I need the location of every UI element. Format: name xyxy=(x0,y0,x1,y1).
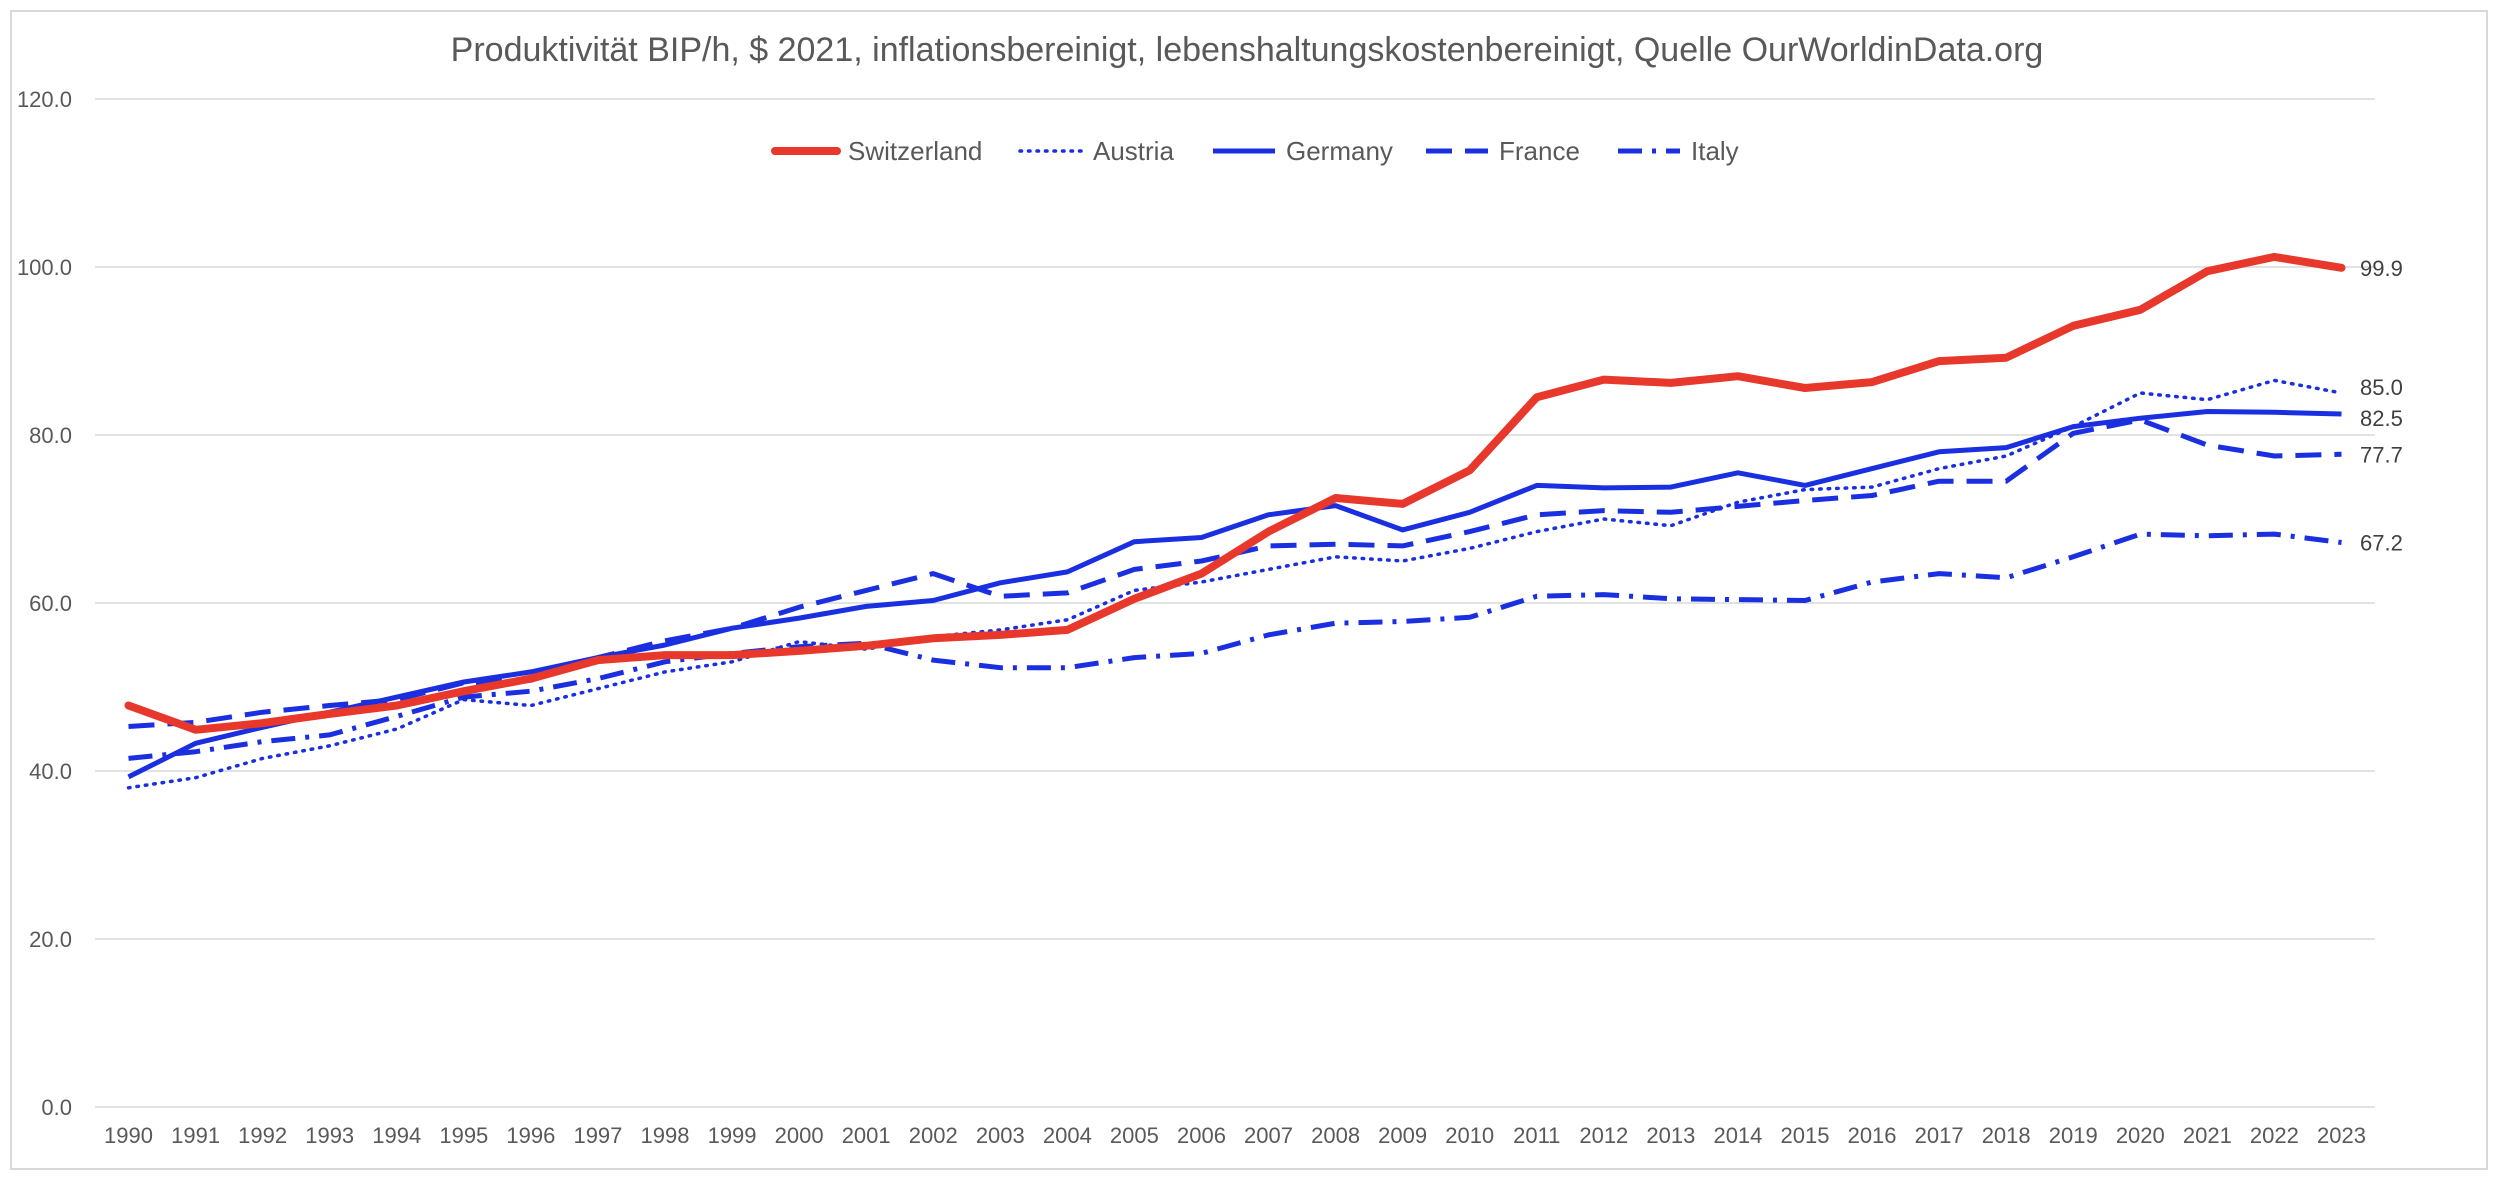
x-tick-label: 2009 xyxy=(1378,1123,1427,1148)
end-label-italy: 67.2 xyxy=(2360,531,2403,556)
x-tick-label: 2005 xyxy=(1110,1123,1159,1148)
x-tick-label: 2023 xyxy=(2317,1123,2366,1148)
x-tick-label: 1997 xyxy=(573,1123,622,1148)
series-line-switzerland xyxy=(124,252,2346,734)
x-tick-label: 1998 xyxy=(641,1123,690,1148)
x-tick-label: 1999 xyxy=(708,1123,757,1148)
x-tick-label: 2000 xyxy=(775,1123,824,1148)
x-tick-label: 1993 xyxy=(305,1123,354,1148)
gridlines xyxy=(95,98,2375,1108)
x-tick-label: 1991 xyxy=(171,1123,220,1148)
x-tick-label: 2011 xyxy=(1513,1123,1560,1148)
x-tick-label: 2020 xyxy=(2116,1123,2165,1148)
chart-frame xyxy=(10,10,2488,1170)
x-tick-label: 2008 xyxy=(1311,1123,1360,1148)
x-tick-label: 2018 xyxy=(1982,1123,2031,1148)
legend-item-switzerland: Switzerland xyxy=(771,136,982,166)
legend-item-germany: Germany xyxy=(1213,136,1393,166)
legend-label: Germany xyxy=(1286,136,1393,166)
legend-label: France xyxy=(1499,136,1580,166)
y-tick-label: 40.0 xyxy=(29,759,72,784)
y-tick-label: 0.0 xyxy=(41,1095,72,1120)
x-axis: 1990 1991 1992 1993 1994 1995 1996 1997 1998 1999… xyxy=(104,1123,2366,1148)
end-label-switzerland: 99.9 xyxy=(2360,256,2403,281)
end-label-france: 77.7 xyxy=(2360,442,2403,467)
y-tick-label: 100.0 xyxy=(17,255,72,280)
x-tick-label: 2012 xyxy=(1579,1123,1628,1148)
x-tick-label: 2021 xyxy=(2183,1123,2232,1148)
x-tick-label: 1990 xyxy=(104,1123,153,1148)
legend-item-france: France xyxy=(1426,136,1580,166)
x-tick-label: 2022 xyxy=(2250,1123,2299,1148)
legend-label: Austria xyxy=(1093,136,1174,166)
y-tick-label: 60.0 xyxy=(29,591,72,616)
y-axis: 0.0 20.0 40.0 60.0 80.0 100.0 120.0 xyxy=(17,87,72,1120)
legend-item-austria: Austria xyxy=(1018,136,1174,166)
x-tick-label: 2002 xyxy=(909,1123,958,1148)
end-label-germany: 82.5 xyxy=(2360,406,2403,431)
x-tick-label: 2016 xyxy=(1848,1123,1897,1148)
chart-title: Produktivität BIP/h, $ 2021, inflationsb… xyxy=(451,31,2044,69)
x-tick-label: 2019 xyxy=(2049,1123,2098,1148)
x-tick-label: 1995 xyxy=(439,1123,488,1148)
end-label-austria: 85.0 xyxy=(2360,375,2403,400)
legend-item-italy: Italy xyxy=(1618,136,1739,166)
legend: Switzerland Austria Germany France Italy xyxy=(771,136,1739,166)
x-tick-label: 1994 xyxy=(372,1123,421,1148)
series-line-germany xyxy=(127,409,2342,780)
x-tick-label: 2003 xyxy=(976,1123,1025,1148)
x-tick-label: 1996 xyxy=(506,1123,555,1148)
series-line-italy xyxy=(128,531,2342,761)
y-tick-label: 20.0 xyxy=(29,927,72,952)
legend-label: Switzerland xyxy=(848,136,982,166)
series-layer xyxy=(124,252,2346,790)
x-tick-label: 2006 xyxy=(1177,1123,1226,1148)
legend-label: Italy xyxy=(1691,136,1739,166)
y-tick-label: 80.0 xyxy=(29,423,72,448)
x-tick-label: 2004 xyxy=(1043,1123,1092,1148)
x-tick-label: 2007 xyxy=(1244,1123,1293,1148)
x-tick-label: 2015 xyxy=(1781,1123,1830,1148)
x-tick-label: 2001 xyxy=(842,1123,891,1148)
end-labels: 99.9 85.0 82.5 77.7 67.2 xyxy=(2360,256,2403,556)
x-tick-label: 2013 xyxy=(1646,1123,1695,1148)
series-line-austria xyxy=(126,378,2344,790)
x-tick-label: 2014 xyxy=(1713,1123,1762,1148)
x-tick-label: 2017 xyxy=(1915,1123,1964,1148)
x-tick-label: 1992 xyxy=(238,1123,287,1148)
x-tick-label: 2010 xyxy=(1445,1123,1494,1148)
y-tick-label: 120.0 xyxy=(17,87,72,112)
